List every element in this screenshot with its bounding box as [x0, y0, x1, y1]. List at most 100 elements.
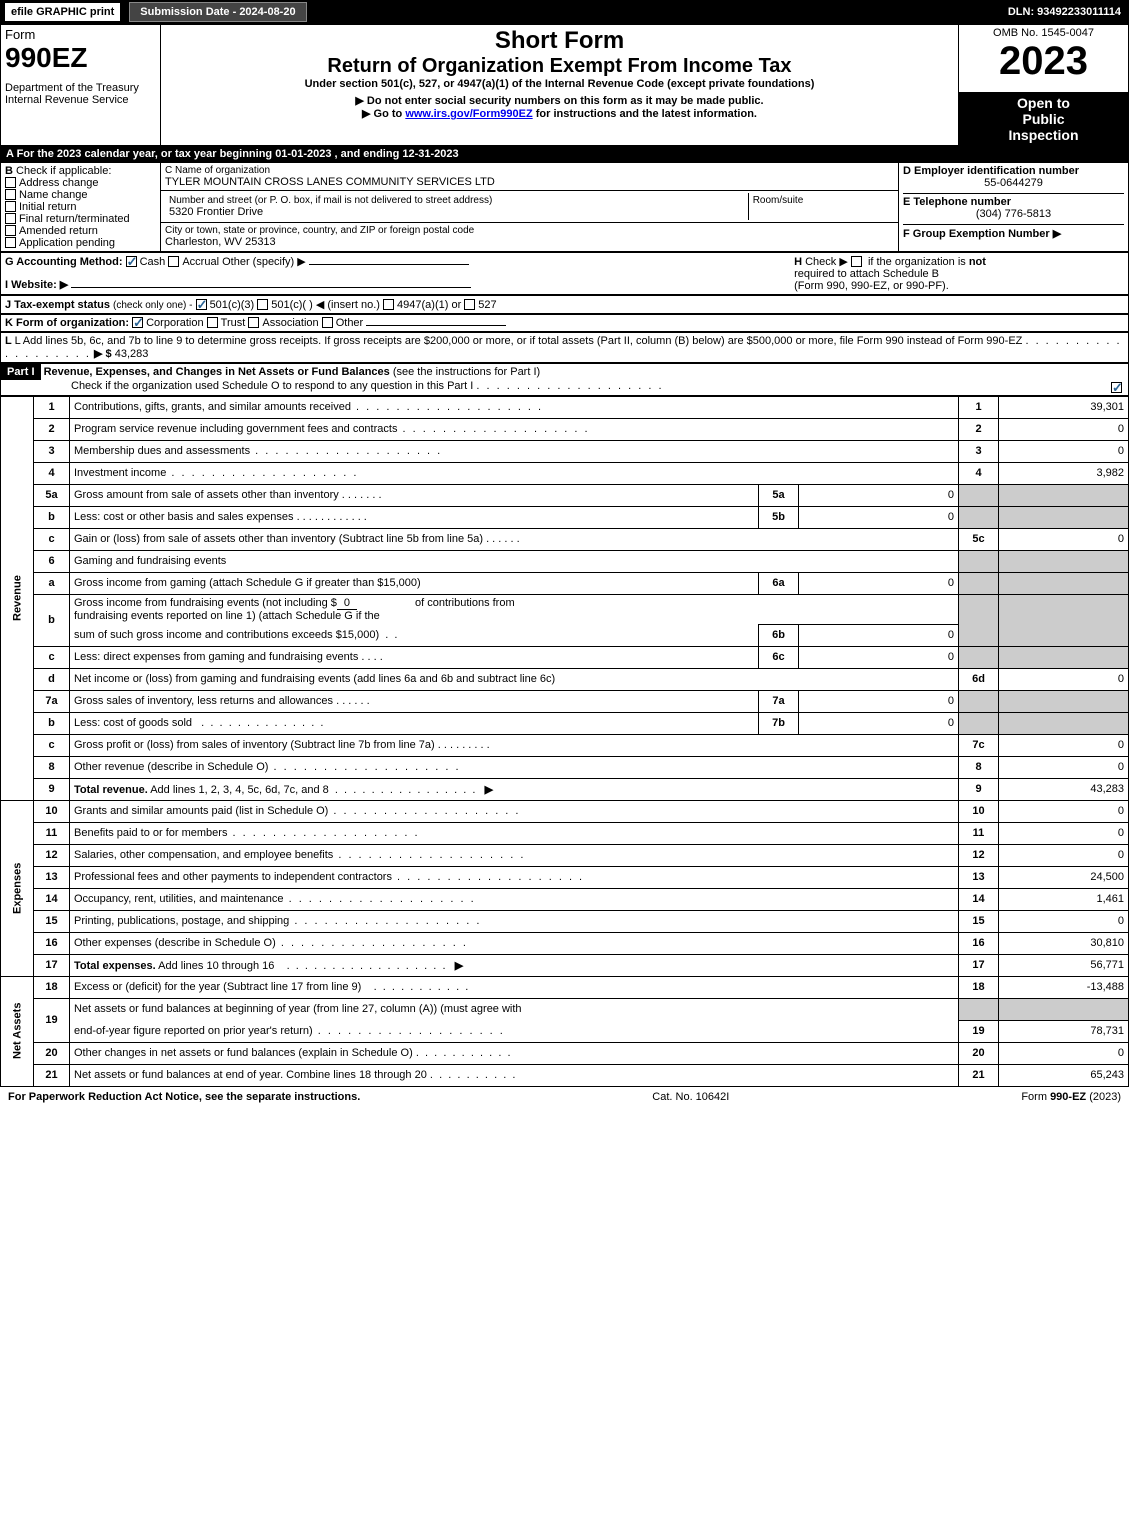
line5b-sub: 0: [799, 506, 959, 528]
submission-date-button[interactable]: Submission Date - 2024-08-20: [129, 2, 306, 22]
address-change-checkbox[interactable]: [5, 177, 16, 188]
line4-label: Investment income: [74, 467, 166, 479]
527-checkbox[interactable]: [464, 299, 475, 310]
line6a-sub: 0: [799, 572, 959, 594]
line16-value: 30,810: [999, 932, 1129, 954]
line8-label: Other revenue (describe in Schedule O): [74, 761, 268, 773]
org-name: TYLER MOUNTAIN CROSS LANES COMMUNITY SER…: [165, 176, 894, 188]
paperwork-notice: For Paperwork Reduction Act Notice, see …: [8, 1091, 360, 1103]
line6-label: Gaming and fundraising events: [70, 550, 959, 572]
other-org-checkbox[interactable]: [322, 317, 333, 328]
room-suite-label: Room/suite: [753, 195, 890, 206]
line7a-label: Gross sales of inventory, less returns a…: [74, 695, 333, 707]
initial-return-label: Initial return: [19, 201, 76, 213]
gross-receipts-value: 43,283: [115, 348, 149, 360]
city-state-zip: Charleston, WV 25313: [165, 236, 894, 248]
open-to: Open to: [963, 95, 1124, 111]
corp-label: Corporation: [146, 317, 203, 329]
amended-return-checkbox[interactable]: [5, 225, 16, 236]
accrual-checkbox[interactable]: [168, 256, 179, 267]
line11-label: Benefits paid to or for members: [74, 827, 227, 839]
goto-pre: ▶ Go to: [362, 108, 405, 120]
part1-header: Part I Revenue, Expenses, and Changes in…: [0, 363, 1129, 396]
4947-label: 4947(a)(1) or: [397, 299, 461, 311]
assoc-checkbox[interactable]: [248, 317, 259, 328]
part1-check-line: Check if the organization used Schedule …: [1, 380, 473, 392]
line18-label: Excess or (deficit) for the year (Subtra…: [74, 981, 361, 993]
line10-value: 0: [999, 800, 1129, 822]
cash-checkbox[interactable]: [126, 256, 137, 267]
line3-value: 0: [999, 440, 1129, 462]
line6c-sub: 0: [799, 646, 959, 668]
line21-label: Net assets or fund balances at end of ye…: [74, 1069, 427, 1081]
line6c-label: Less: direct expenses from gaming and fu…: [74, 651, 358, 663]
schedule-o-checkbox[interactable]: [1111, 382, 1122, 393]
short-form-title: Short Form: [165, 27, 954, 55]
line5a-sub: 0: [799, 484, 959, 506]
line19-value: 78,731: [999, 1020, 1129, 1042]
address-change-label: Address change: [19, 177, 99, 189]
final-return-checkbox[interactable]: [5, 213, 16, 224]
line5c-value: 0: [999, 528, 1129, 550]
line7b-label: Less: cost of goods sold: [74, 717, 192, 729]
line13-label: Professional fees and other payments to …: [74, 871, 392, 883]
line15-label: Printing, publications, postage, and shi…: [74, 915, 289, 927]
entity-info-table: B Check if applicable: Address change Na…: [0, 162, 1129, 252]
section-d-label: D Employer identification number: [903, 165, 1124, 177]
irs-link[interactable]: www.irs.gov/Form990EZ: [405, 108, 532, 120]
line3-label: Membership dues and assessments: [74, 445, 250, 457]
goto-post: for instructions and the latest informat…: [536, 108, 757, 120]
section-i-label: I Website: ▶: [5, 279, 68, 291]
initial-return-checkbox[interactable]: [5, 201, 16, 212]
section-e-label: E Telephone number: [903, 196, 1011, 208]
check-if-applicable: Check if applicable:: [16, 165, 111, 177]
section-k-label: K Form of organization:: [5, 317, 129, 329]
h-text2: if the organization is: [868, 256, 969, 268]
line2-label: Program service revenue including govern…: [74, 423, 397, 435]
h-checkbox[interactable]: [851, 256, 862, 267]
line1-label: Contributions, gifts, grants, and simila…: [74, 401, 351, 413]
line17-value: 56,771: [999, 954, 1129, 976]
line20-value: 0: [999, 1042, 1129, 1064]
name-change-checkbox[interactable]: [5, 189, 16, 200]
501c3-checkbox[interactable]: [196, 299, 207, 310]
street-address: 5320 Frontier Drive: [169, 206, 744, 218]
line18-value: -13,488: [999, 976, 1129, 998]
phone-value: (304) 776-5813: [903, 208, 1124, 220]
section-c-label: C Name of organization: [165, 165, 894, 176]
line1-value: 39,301: [999, 396, 1129, 418]
line7c-label: Gross profit or (loss) from sales of inv…: [74, 739, 435, 751]
irs-label: Internal Revenue Service: [5, 94, 156, 106]
h-check: Check ▶: [805, 256, 848, 268]
addr-label: Number and street (or P. O. box, if mail…: [169, 195, 744, 206]
part1-title: Revenue, Expenses, and Changes in Net As…: [44, 366, 390, 378]
corp-checkbox[interactable]: [132, 317, 143, 328]
line9-value: 43,283: [999, 778, 1129, 800]
line6b-label1: Gross income from fundraising events (no…: [74, 597, 337, 609]
app-pending-checkbox[interactable]: [5, 237, 16, 248]
section-j-label: J Tax-exempt status: [5, 299, 110, 311]
revenue-side-label: Revenue: [1, 396, 34, 800]
line14-label: Occupancy, rent, utilities, and maintena…: [74, 893, 284, 905]
trust-checkbox[interactable]: [207, 317, 218, 328]
4947-checkbox[interactable]: [383, 299, 394, 310]
city-label: City or town, state or province, country…: [165, 225, 894, 236]
line16-label: Other expenses (describe in Schedule O): [74, 937, 276, 949]
h-text4: (Form 990, 990-EZ, or 990-PF).: [794, 280, 949, 292]
name-change-label: Name change: [19, 189, 88, 201]
accrual-label: Accrual: [182, 256, 219, 268]
line6b-amt: 0: [337, 597, 357, 610]
section-f-label: F Group Exemption Number ▶: [903, 228, 1061, 240]
tax-year: 2023: [963, 39, 1124, 84]
501c-checkbox[interactable]: [257, 299, 268, 310]
line21-value: 65,243: [999, 1064, 1129, 1086]
return-title: Return of Organization Exempt From Incom…: [165, 55, 954, 78]
line15-value: 0: [999, 910, 1129, 932]
header-table: Form 990EZ Department of the Treasury In…: [0, 24, 1129, 146]
efile-button[interactable]: efile GRAPHIC print: [4, 2, 121, 22]
line7b-sub: 0: [799, 712, 959, 734]
part1-tab: Part I: [1, 364, 41, 380]
dept-treasury: Department of the Treasury: [5, 82, 156, 94]
netassets-side-label: Net Assets: [1, 976, 34, 1086]
section-g-label: G Accounting Method:: [5, 256, 123, 268]
